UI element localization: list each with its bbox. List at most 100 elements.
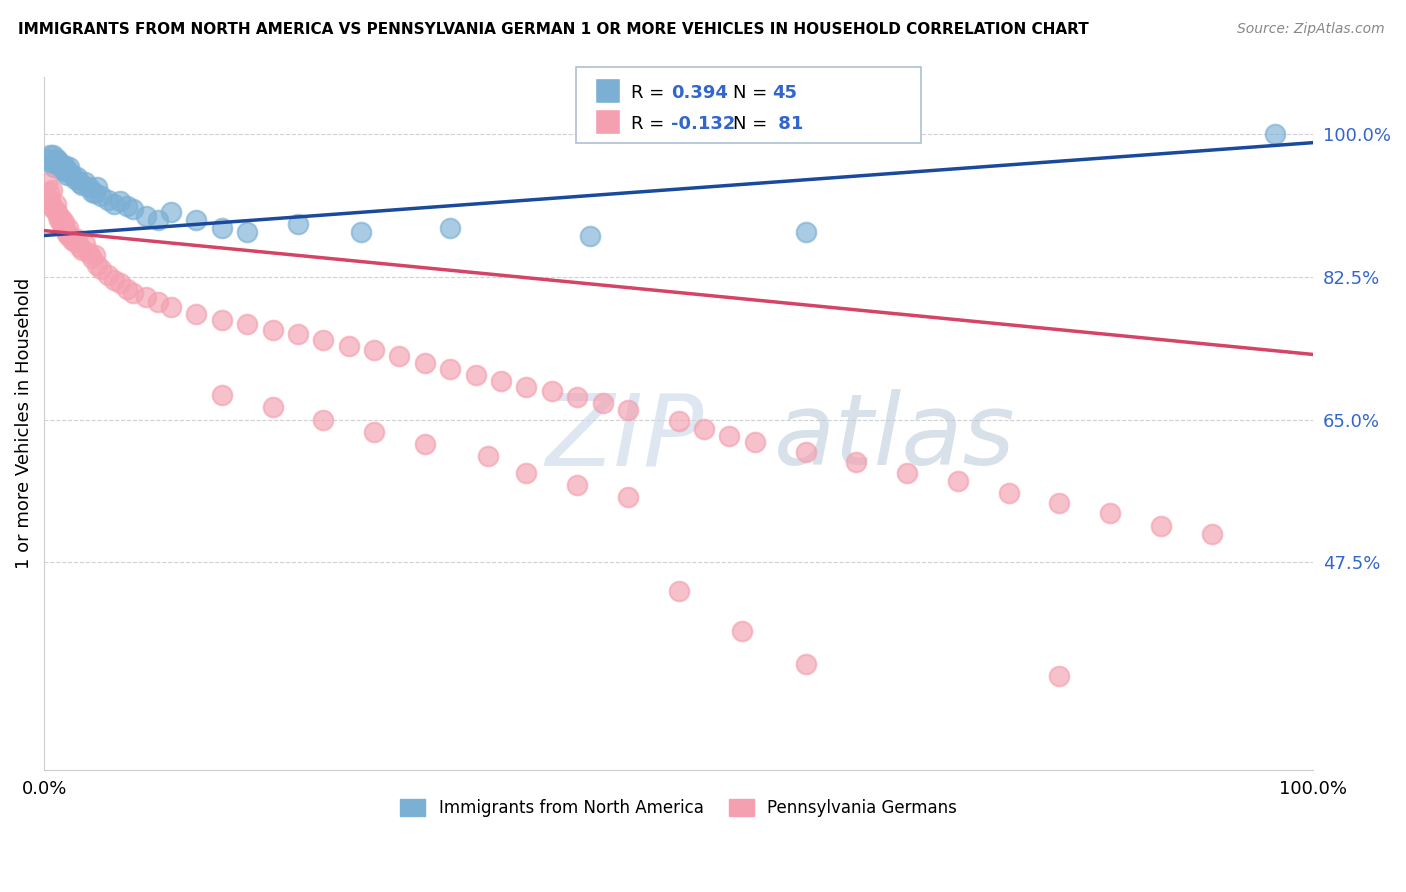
Point bbox=[115, 199, 138, 213]
Point bbox=[58, 221, 80, 235]
Point bbox=[337, 339, 360, 353]
Point bbox=[489, 374, 512, 388]
Point bbox=[66, 232, 89, 246]
Point bbox=[1150, 518, 1173, 533]
Point bbox=[46, 209, 69, 223]
Point bbox=[39, 148, 62, 162]
Point bbox=[90, 188, 112, 202]
Point bbox=[73, 237, 96, 252]
Point bbox=[44, 160, 66, 174]
Point bbox=[58, 160, 80, 174]
Point bbox=[413, 437, 436, 451]
Point bbox=[413, 356, 436, 370]
Point bbox=[38, 185, 60, 199]
Point bbox=[51, 217, 73, 231]
Point bbox=[592, 396, 614, 410]
Point bbox=[160, 205, 183, 219]
Point bbox=[896, 466, 918, 480]
Point bbox=[58, 164, 80, 178]
Point bbox=[1049, 669, 1071, 683]
Point bbox=[97, 193, 120, 207]
Point bbox=[103, 196, 125, 211]
Point bbox=[97, 268, 120, 282]
Point bbox=[44, 202, 66, 217]
Point bbox=[731, 624, 754, 639]
Point bbox=[160, 300, 183, 314]
Point bbox=[211, 313, 233, 327]
Point bbox=[37, 152, 59, 166]
Point bbox=[56, 227, 79, 241]
Point bbox=[515, 466, 537, 480]
Point bbox=[49, 160, 72, 174]
Point bbox=[41, 156, 63, 170]
Point bbox=[617, 402, 640, 417]
Point bbox=[86, 258, 108, 272]
Point bbox=[51, 161, 73, 176]
Point bbox=[1264, 128, 1286, 142]
Point bbox=[83, 248, 105, 262]
Point bbox=[262, 401, 284, 415]
Point bbox=[35, 177, 58, 191]
Point bbox=[668, 583, 690, 598]
Text: 81: 81 bbox=[772, 114, 803, 133]
Y-axis label: 1 or more Vehicles in Household: 1 or more Vehicles in Household bbox=[15, 278, 32, 569]
Point bbox=[794, 657, 817, 671]
Point bbox=[82, 252, 104, 266]
Point bbox=[236, 317, 259, 331]
Point bbox=[388, 349, 411, 363]
Point bbox=[211, 221, 233, 235]
Point bbox=[1201, 526, 1223, 541]
Point bbox=[77, 245, 100, 260]
Point bbox=[718, 429, 741, 443]
Legend: Immigrants from North America, Pennsylvania Germans: Immigrants from North America, Pennsylva… bbox=[394, 792, 963, 824]
Point bbox=[439, 362, 461, 376]
Point bbox=[49, 211, 72, 225]
Point bbox=[312, 333, 335, 347]
Text: IMMIGRANTS FROM NORTH AMERICA VS PENNSYLVANIA GERMAN 1 OR MORE VEHICLES IN HOUSE: IMMIGRANTS FROM NORTH AMERICA VS PENNSYL… bbox=[18, 22, 1090, 37]
Point bbox=[110, 194, 132, 209]
Text: N =: N = bbox=[733, 84, 772, 102]
Point bbox=[946, 474, 969, 488]
Point bbox=[312, 412, 335, 426]
Point bbox=[1049, 496, 1071, 510]
Point bbox=[42, 201, 65, 215]
Point bbox=[794, 445, 817, 459]
Point bbox=[53, 215, 76, 229]
Point bbox=[55, 161, 77, 176]
Point bbox=[122, 286, 145, 301]
Point bbox=[55, 224, 77, 238]
Text: 45: 45 bbox=[772, 84, 797, 102]
Point bbox=[211, 388, 233, 402]
Point bbox=[103, 272, 125, 286]
Point bbox=[52, 164, 75, 178]
Point bbox=[42, 148, 65, 162]
Point bbox=[363, 343, 385, 358]
Point bbox=[56, 168, 79, 182]
Point bbox=[48, 156, 70, 170]
Point bbox=[617, 490, 640, 504]
Point bbox=[186, 213, 208, 227]
Point bbox=[477, 450, 499, 464]
Point bbox=[464, 368, 486, 382]
Point bbox=[579, 229, 602, 244]
Point bbox=[565, 478, 588, 492]
Point bbox=[350, 225, 373, 239]
Point bbox=[70, 243, 93, 257]
Point bbox=[287, 217, 309, 231]
Point bbox=[63, 172, 86, 186]
Point bbox=[86, 180, 108, 194]
Point bbox=[693, 422, 716, 436]
Point bbox=[363, 425, 385, 439]
Point bbox=[262, 323, 284, 337]
Point bbox=[186, 307, 208, 321]
Point bbox=[668, 414, 690, 428]
Text: -0.132: -0.132 bbox=[671, 114, 735, 133]
Point bbox=[90, 261, 112, 276]
Point bbox=[45, 205, 67, 219]
Text: ZIP: ZIP bbox=[546, 389, 703, 486]
Point bbox=[110, 276, 132, 290]
Point bbox=[69, 177, 91, 191]
Point bbox=[135, 290, 157, 304]
Point bbox=[69, 240, 91, 254]
Text: 0.394: 0.394 bbox=[671, 84, 727, 102]
